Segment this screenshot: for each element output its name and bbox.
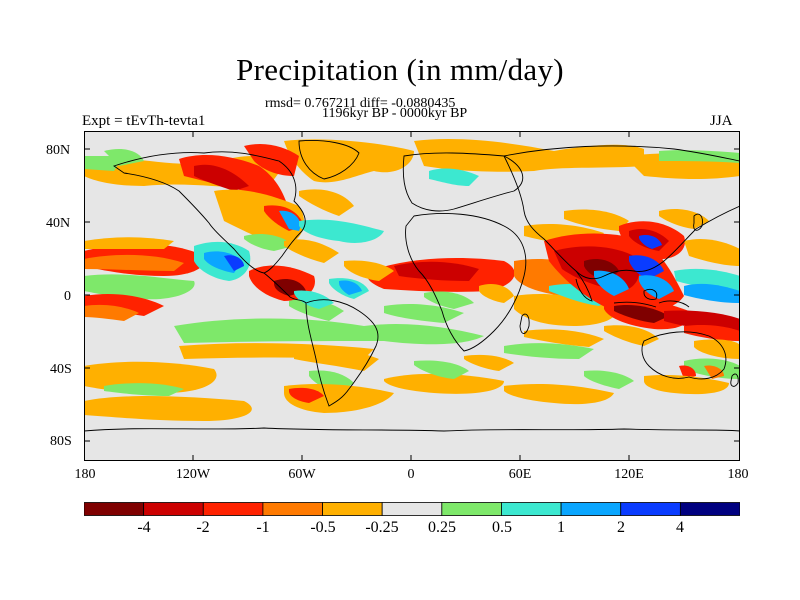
colorbar-box-2 bbox=[143, 502, 204, 516]
lon-tick-60w: 60W bbox=[288, 467, 316, 482]
lat-tick-40n: 40N bbox=[46, 216, 71, 231]
coastlines bbox=[84, 140, 740, 432]
lon-tick-180e: 180 bbox=[727, 467, 749, 482]
colorbar-box-4 bbox=[262, 502, 323, 516]
season-label: JJA bbox=[710, 113, 733, 129]
colorbar-box-6 bbox=[381, 502, 443, 516]
lon-tick-120e: 120E bbox=[614, 467, 644, 482]
period-line: 1196kyr BP - 0000kyr BP bbox=[322, 106, 468, 121]
lat-tick-40s: 40S bbox=[50, 362, 72, 377]
colorbar-label-5: -0.25 bbox=[365, 519, 399, 536]
experiment-label: Expt = tEvTh-tevta1 bbox=[82, 113, 206, 129]
lon-tick-60e: 60E bbox=[508, 467, 532, 482]
stats-line: rmsd= 0.767211 diff= -0.0880435 bbox=[265, 96, 456, 111]
map-title: Precipitation (in mm/day) bbox=[236, 52, 564, 87]
anomaly-field bbox=[84, 139, 740, 421]
colorbar-box-10 bbox=[620, 502, 681, 516]
colorbar-box-5 bbox=[322, 502, 383, 516]
colorbar-label-7: 0.5 bbox=[492, 519, 512, 536]
colorbar-box-7 bbox=[441, 502, 502, 516]
precipitation-map bbox=[84, 131, 740, 461]
colorbar-box-3 bbox=[202, 502, 264, 516]
lat-tick-80s: 80S bbox=[50, 434, 72, 449]
colorbar-label-2: -2 bbox=[196, 519, 210, 536]
lon-tick-0: 0 bbox=[407, 467, 415, 482]
colorbar-box-9 bbox=[560, 502, 622, 516]
lon-tick-180w: 180 bbox=[74, 467, 96, 482]
colorbar-box-8 bbox=[501, 502, 562, 516]
map-frame bbox=[84, 131, 740, 461]
colorbar bbox=[84, 502, 740, 516]
lat-tick-80n: 80N bbox=[46, 143, 71, 158]
colorbar-label-3: -1 bbox=[256, 519, 270, 536]
lat-tick-0: 0 bbox=[64, 289, 71, 304]
colorbar-box-11 bbox=[679, 502, 740, 516]
colorbar-label-10: 4 bbox=[676, 519, 684, 536]
colorbar-label-6: 0.25 bbox=[428, 519, 456, 536]
colorbar-box-1 bbox=[84, 502, 145, 516]
lon-tick-120w: 120W bbox=[175, 467, 211, 482]
colorbar-label-9: 2 bbox=[617, 519, 625, 536]
colorbar-label-8: 1 bbox=[557, 519, 565, 536]
colorbar-label-4: -0.5 bbox=[310, 519, 336, 536]
colorbar-label-1: -4 bbox=[137, 519, 151, 536]
